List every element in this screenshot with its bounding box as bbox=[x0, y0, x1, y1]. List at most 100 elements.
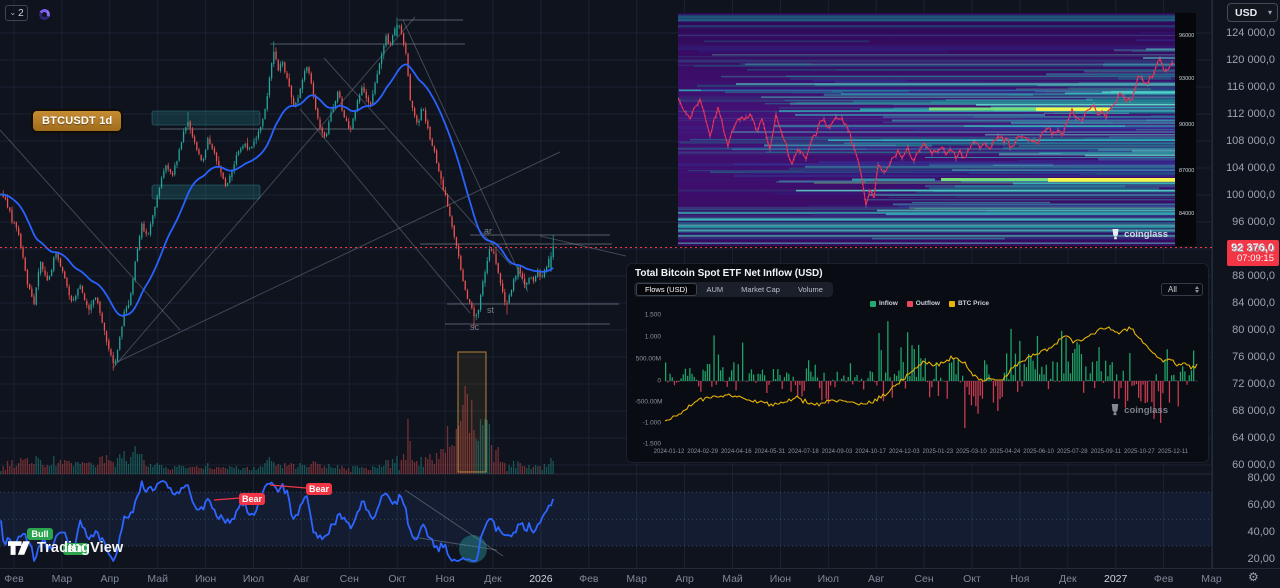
chart-shape bbox=[925, 184, 1175, 188]
chart-shape bbox=[819, 161, 1175, 164]
chart-shape bbox=[793, 91, 1045, 94]
time-scale-label: Июл bbox=[817, 573, 839, 585]
span-element: Inflow bbox=[879, 300, 898, 307]
etf-tab-flows-usd-[interactable]: Flows (USD) bbox=[636, 283, 697, 296]
heatmap-axis-label: 90000 bbox=[1179, 122, 1194, 128]
chart-shape bbox=[678, 147, 866, 150]
chart-shape bbox=[1087, 137, 1175, 140]
last-price-value: 92 376,0 bbox=[1231, 242, 1274, 254]
bear-connector-line bbox=[269, 484, 307, 489]
chart-shape bbox=[678, 112, 1175, 115]
bear-connector-line bbox=[213, 497, 241, 501]
chart-shape bbox=[1097, 73, 1175, 76]
gear-icon[interactable]: ⚙ bbox=[1248, 570, 1259, 584]
time-scale-label: Фев bbox=[4, 573, 24, 585]
chart-shape bbox=[803, 171, 1175, 173]
currency-toggle-button[interactable]: USD ▾ bbox=[1227, 3, 1278, 22]
chart-shape bbox=[1011, 121, 1175, 125]
chart-shape bbox=[1009, 93, 1175, 96]
chart-shape bbox=[678, 242, 1175, 244]
trend-line bbox=[112, 151, 561, 365]
legend-swatch bbox=[948, 300, 955, 307]
price-scale-label: 124 000,0 bbox=[1226, 27, 1275, 39]
chart-shape bbox=[1132, 50, 1175, 53]
chart-shape bbox=[1109, 136, 1175, 138]
chart-shape bbox=[813, 79, 907, 82]
chart-shape bbox=[841, 92, 1175, 95]
legend-item-inflow[interactable]: Inflow bbox=[870, 300, 898, 307]
tradingview-logo[interactable]: TradingView bbox=[8, 540, 123, 556]
chart-shape bbox=[731, 131, 1175, 133]
chart-shape bbox=[678, 140, 1175, 142]
etf-tab-market-cap[interactable]: Market Cap bbox=[741, 285, 780, 294]
price-scale-label: 72 000,0 bbox=[1232, 378, 1275, 390]
chart-shape bbox=[678, 16, 1175, 18]
chart-shape bbox=[1023, 117, 1175, 121]
chart-shape bbox=[678, 238, 1175, 240]
price-scale-label: 120 000,0 bbox=[1226, 54, 1275, 66]
chart-shape bbox=[789, 167, 1175, 170]
chart-shape bbox=[889, 197, 1175, 198]
etf-range-dropdown-value: All bbox=[1168, 285, 1177, 294]
chart-shape bbox=[1136, 129, 1175, 131]
chart-shape bbox=[678, 235, 1175, 238]
time-scale-label: Авг bbox=[293, 573, 310, 585]
time-scale-label: 2027 bbox=[1104, 573, 1128, 585]
chart-shape bbox=[1035, 167, 1175, 169]
chart-shape bbox=[678, 56, 1175, 58]
chart-shape bbox=[678, 236, 1175, 240]
chart-shape bbox=[748, 172, 1175, 174]
chart-shape bbox=[678, 167, 1175, 170]
chart-shape bbox=[835, 81, 1175, 83]
chart-shape bbox=[999, 153, 1175, 156]
time-axis[interactable]: Фев Мар Апр Май Июн Июл Авг Сен Окт Ноя Дек 2026 Фев… bbox=[0, 568, 1280, 588]
bear-label-text: Bear bbox=[309, 484, 330, 494]
svg-element: 96000 93000 90000 87000 84000 bbox=[678, 13, 1196, 246]
chart-shape bbox=[828, 139, 1175, 141]
symbol-badge[interactable]: BTCUSDT 1d bbox=[31, 109, 124, 133]
chart-shape bbox=[678, 206, 1175, 210]
etf-range-dropdown[interactable]: All bbox=[1161, 283, 1203, 296]
toolbar-collapse-button[interactable]: ⌄ 2 bbox=[5, 5, 28, 21]
price-axis[interactable]: USD ▾ 92 376,0 07:09:15 124 000,0 120 000… bbox=[1212, 0, 1280, 568]
etf-tab-bar: Flows (USD) AUM Market Cap Volume bbox=[634, 282, 833, 297]
price-scale-label: 92 000,0 bbox=[1232, 243, 1275, 255]
chart-shape bbox=[678, 212, 1175, 214]
chart-shape bbox=[785, 99, 1175, 101]
chart-shape bbox=[1098, 157, 1175, 161]
chart-shape bbox=[766, 151, 1175, 153]
chart-shape bbox=[1085, 154, 1175, 157]
chart-shape bbox=[893, 203, 1175, 206]
chart-shape bbox=[991, 106, 1175, 109]
etf-tab-volume[interactable]: Volume bbox=[797, 285, 823, 294]
chart-shape bbox=[1151, 115, 1175, 117]
chart-shape bbox=[864, 199, 1175, 201]
liquidity-level-line bbox=[929, 107, 1036, 111]
legend-item-outflow[interactable]: Outflow bbox=[906, 300, 940, 307]
chart-shape bbox=[955, 196, 1175, 198]
heatmap-watermark-text: coinglass bbox=[1124, 229, 1168, 240]
etf-legend: Inflow Outflow BTC Price bbox=[870, 300, 989, 307]
chart-shape bbox=[955, 185, 1125, 188]
chart-shape bbox=[678, 20, 1175, 22]
etf-x-label: 2024-01-12 bbox=[653, 449, 685, 455]
chart-shape bbox=[1146, 48, 1175, 51]
etf-tab-aum[interactable]: AUM bbox=[706, 285, 724, 294]
chart-shape bbox=[678, 99, 1175, 102]
chart-shape bbox=[678, 26, 1175, 29]
chart-shape bbox=[697, 84, 1175, 88]
chart-shape bbox=[678, 218, 1175, 221]
etf-x-label: 2025-12-11 bbox=[1157, 449, 1189, 455]
chart-shape bbox=[678, 81, 1175, 83]
legend-item-btc-price[interactable]: BTC Price bbox=[948, 300, 989, 307]
indicator-scale-label: 60,00 bbox=[1247, 499, 1275, 511]
chart-shape bbox=[1098, 148, 1175, 152]
chart-shape bbox=[678, 45, 1175, 48]
chart-shape bbox=[707, 147, 904, 149]
price-scale-label: 60 000,0 bbox=[1232, 459, 1275, 471]
bull-label-badge bbox=[27, 528, 53, 540]
chart-shape bbox=[931, 100, 1175, 103]
chart-shape bbox=[721, 75, 1175, 78]
heatmap-axis-label: 93000 bbox=[1179, 76, 1194, 82]
liquidity-level-line bbox=[1048, 178, 1175, 182]
